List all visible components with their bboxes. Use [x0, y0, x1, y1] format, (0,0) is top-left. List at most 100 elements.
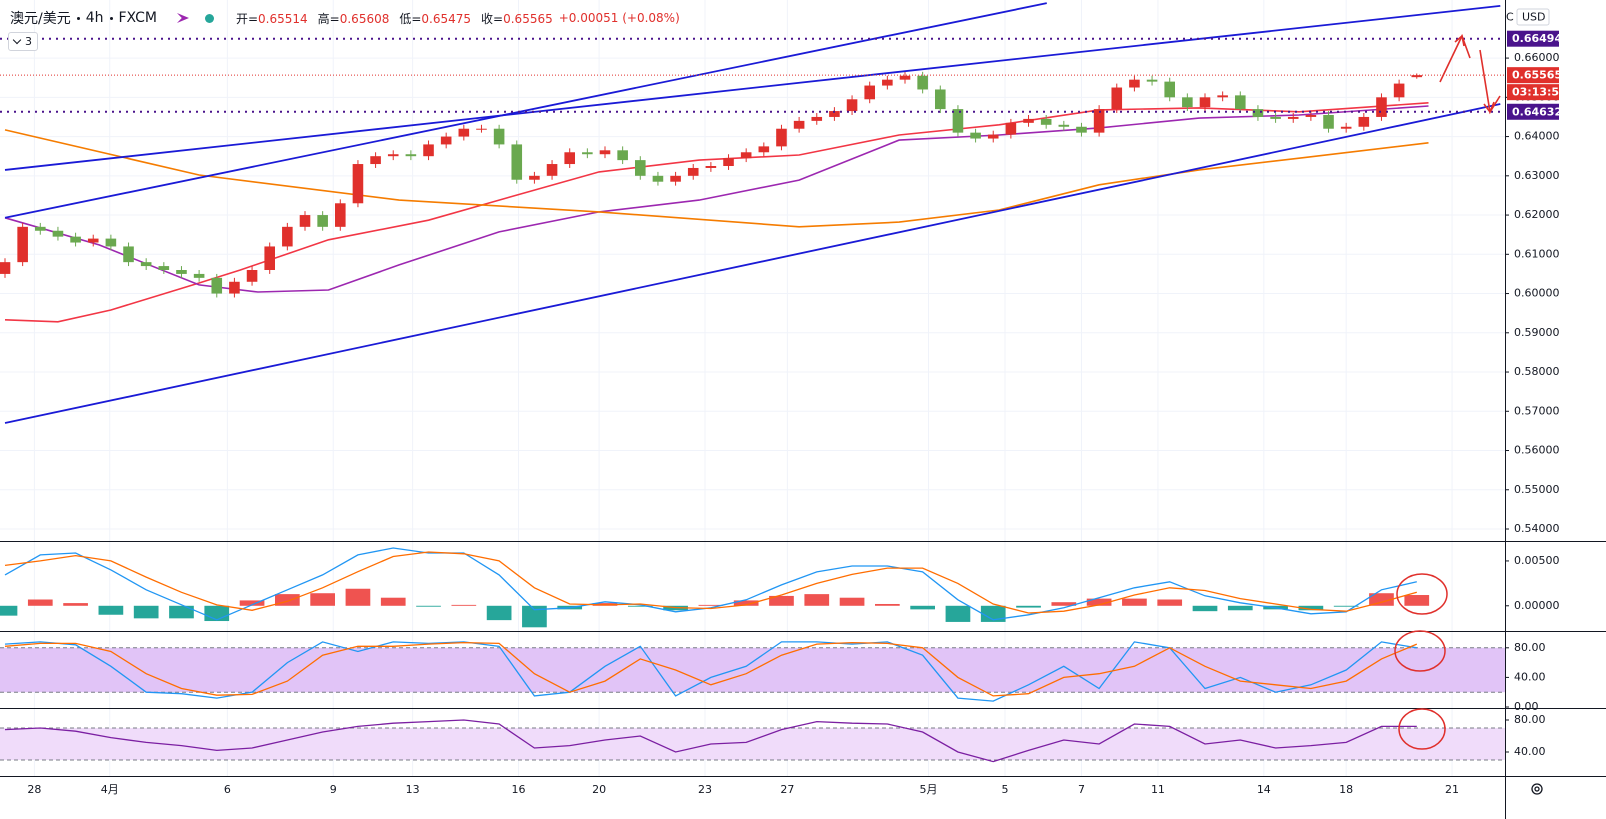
candle-body: [758, 146, 770, 153]
price-label-box: [1507, 30, 1559, 47]
interval[interactable]: 4h: [85, 10, 104, 26]
histogram-bar: [522, 605, 547, 628]
candle-body: [793, 120, 805, 129]
symbol[interactable]: 澳元/美元: [10, 11, 71, 27]
histogram-bar: [310, 593, 335, 606]
y-tick-label: 0.54000: [1514, 522, 1560, 535]
ohlc-value: 0.65514: [258, 11, 308, 26]
x-tick-label: 5月: [920, 783, 938, 796]
histogram-bar: [1227, 605, 1253, 611]
histogram-bar: [698, 604, 724, 606]
price-label-box: [1507, 103, 1559, 120]
histogram-bar: [133, 605, 159, 619]
candle-body: [1111, 87, 1123, 110]
price-label-box: [1507, 67, 1559, 84]
separator: [109, 16, 113, 20]
y-tick-label: 0.59000: [1514, 326, 1560, 339]
indicator-toggle[interactable]: 3: [8, 32, 38, 51]
candle-body: [1270, 116, 1281, 119]
change: +0.00051 (+0.08%): [558, 11, 680, 25]
candle-body: [17, 226, 28, 263]
candle-body: [935, 89, 946, 110]
candle-body: [176, 270, 187, 274]
histogram-bar: [1086, 598, 1112, 606]
histogram-bar: [839, 597, 865, 606]
y-tick-label: 0.63000: [1514, 169, 1560, 182]
histogram-bar: [1333, 605, 1359, 607]
y-tick-label: 0.57000: [1514, 404, 1560, 417]
candle-body: [405, 154, 417, 157]
histogram-bar: [451, 604, 477, 606]
candle-body: [458, 128, 470, 137]
trend-line: [4, 103, 1501, 424]
y-tick-label: 40.00: [1514, 745, 1546, 758]
y-tick-label: 0.66000: [1514, 51, 1560, 64]
histogram-bar: [733, 600, 759, 606]
candle-body: [193, 273, 205, 278]
y-tick-label: 0.00500: [1514, 554, 1560, 567]
moving-average: [4, 105, 1429, 293]
y-tick-label: 0.60000: [1514, 287, 1560, 300]
separator: [76, 16, 80, 20]
histogram-bar: [1369, 593, 1394, 606]
candle-body: [493, 128, 505, 145]
histogram-bar: [63, 603, 88, 606]
candle-body: [1376, 97, 1387, 117]
price-label: 0.66494: [1512, 32, 1562, 45]
candle-body: [246, 270, 258, 282]
y-tick-label: 0.62000: [1514, 208, 1560, 221]
candle-body: [1199, 97, 1211, 108]
indicator-count: 3: [25, 35, 32, 48]
candle-body: [546, 164, 558, 176]
candle-body: [1129, 79, 1140, 88]
ohlc-item: 收=0.65565: [481, 10, 553, 27]
candle-body: [0, 262, 11, 274]
histogram-bar: [1298, 605, 1324, 611]
candle-body: [740, 152, 752, 159]
candle-body: [1076, 126, 1087, 133]
candle-body: [1040, 118, 1052, 125]
candle-body: [899, 75, 911, 80]
x-tick-label: 20: [592, 783, 606, 796]
candle-body: [1393, 83, 1405, 98]
ohlc-value: 0.65608: [339, 11, 390, 26]
candle-body: [423, 144, 434, 157]
histogram-bar: [945, 605, 971, 622]
trend-line: [4, 2, 1047, 219]
candle-body: [617, 150, 628, 161]
histogram-bar: [345, 588, 371, 606]
candle-body: [1323, 114, 1334, 129]
candle-body: [776, 128, 787, 147]
x-tick-label: 23: [698, 783, 712, 796]
candle-body: [1023, 118, 1034, 123]
ohlc-item: 低=0.65475: [399, 10, 471, 27]
y-tick-label: 80.00: [1514, 641, 1546, 654]
candle-body: [670, 175, 681, 182]
histogram-bar: [169, 605, 194, 619]
histogram-bar: [486, 605, 512, 621]
indicator-line: [4, 547, 1417, 621]
candle-body: [87, 238, 99, 243]
candle-body: [229, 281, 240, 294]
candle-body: [211, 277, 223, 294]
candle-body: [970, 132, 981, 139]
candle-body: [1252, 109, 1264, 117]
y-tick-label: 0.61000: [1514, 247, 1560, 260]
candle-body: [476, 128, 487, 130]
histogram-bar: [769, 595, 794, 606]
histogram-bar: [204, 605, 230, 622]
x-tick-label: 27: [780, 783, 794, 796]
candle-body: [335, 203, 346, 227]
candle-body: [70, 236, 81, 243]
flag-icon[interactable]: [176, 13, 189, 23]
y-tick-label: 0.00: [1514, 700, 1539, 713]
candle-body: [1093, 109, 1105, 133]
x-tick-label: 5: [1002, 783, 1009, 796]
ohlc-label: 低=: [399, 11, 422, 26]
ohlc: 开=0.65514 高=0.65608 低=0.65475 收=0.65565: [232, 10, 553, 27]
histogram-bar: [1016, 605, 1041, 608]
candle-body: [635, 160, 646, 176]
y-tick-label: 0.55000: [1514, 483, 1560, 496]
